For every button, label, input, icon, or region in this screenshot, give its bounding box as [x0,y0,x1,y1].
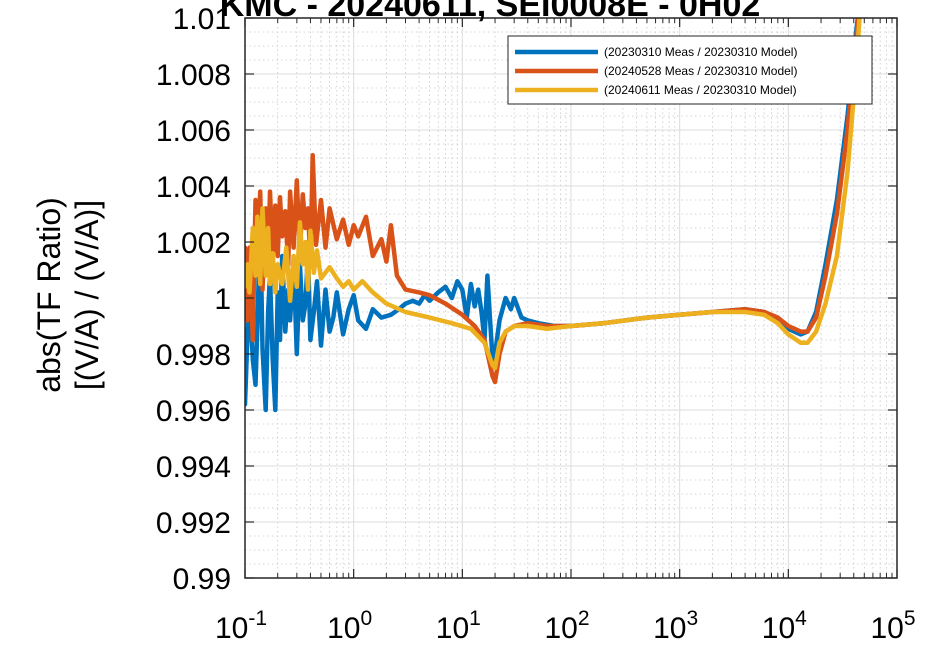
y-tick-label: 1 [214,283,231,316]
y-axis-label-line2: [(V/A) / (V/A)] [69,200,105,390]
y-tick-label: 0.998 [156,339,231,372]
x-tick-label: 100 [327,607,372,645]
y-tick-label: 1.002 [156,227,231,260]
x-tick-label: 104 [762,607,807,645]
legend-label-2: (20240528 Meas / 20230310 Model) [604,64,797,78]
y-tick-label: 1.006 [156,115,231,148]
y-tick-label: 0.996 [156,395,231,428]
y-tick-label: 0.994 [156,451,231,484]
y-axis-label-line1: abs(TF Ratio) [31,197,67,393]
tick-marks [244,17,898,579]
y-tick-label: 0.992 [156,507,231,540]
y-tick-labels: 0.99 0.992 0.994 0.996 0.998 1 1.002 1.004 1.006… [156,3,231,596]
y-tick-label: 0.99 [173,563,231,596]
x-tick-label: 101 [436,607,481,645]
x-tick-label: 10-1 [215,607,267,645]
series-line-3 [245,18,862,371]
legend: (20230310 Meas / 20230310 Model) (2024052… [507,35,873,105]
x-tick-label: 105 [870,607,915,645]
legend-label-3: (20240611 Meas / 20230310 Model) [604,83,797,97]
x-tick-label: 103 [653,607,698,645]
legend-label-1: (20230310 Meas / 20230310 Model) [604,45,797,59]
x-tick-labels: 10-1 100 101 102 103 104 105 [215,607,916,645]
series-layer [245,18,862,413]
y-tick-label: 1.008 [156,59,231,92]
x-tick-label: 102 [544,607,589,645]
y-tick-label: 1.01 [173,3,231,36]
chart-title: KMC - 20240611, SEI0008E - 0H02 [220,0,761,24]
y-tick-label: 1.004 [156,171,231,204]
